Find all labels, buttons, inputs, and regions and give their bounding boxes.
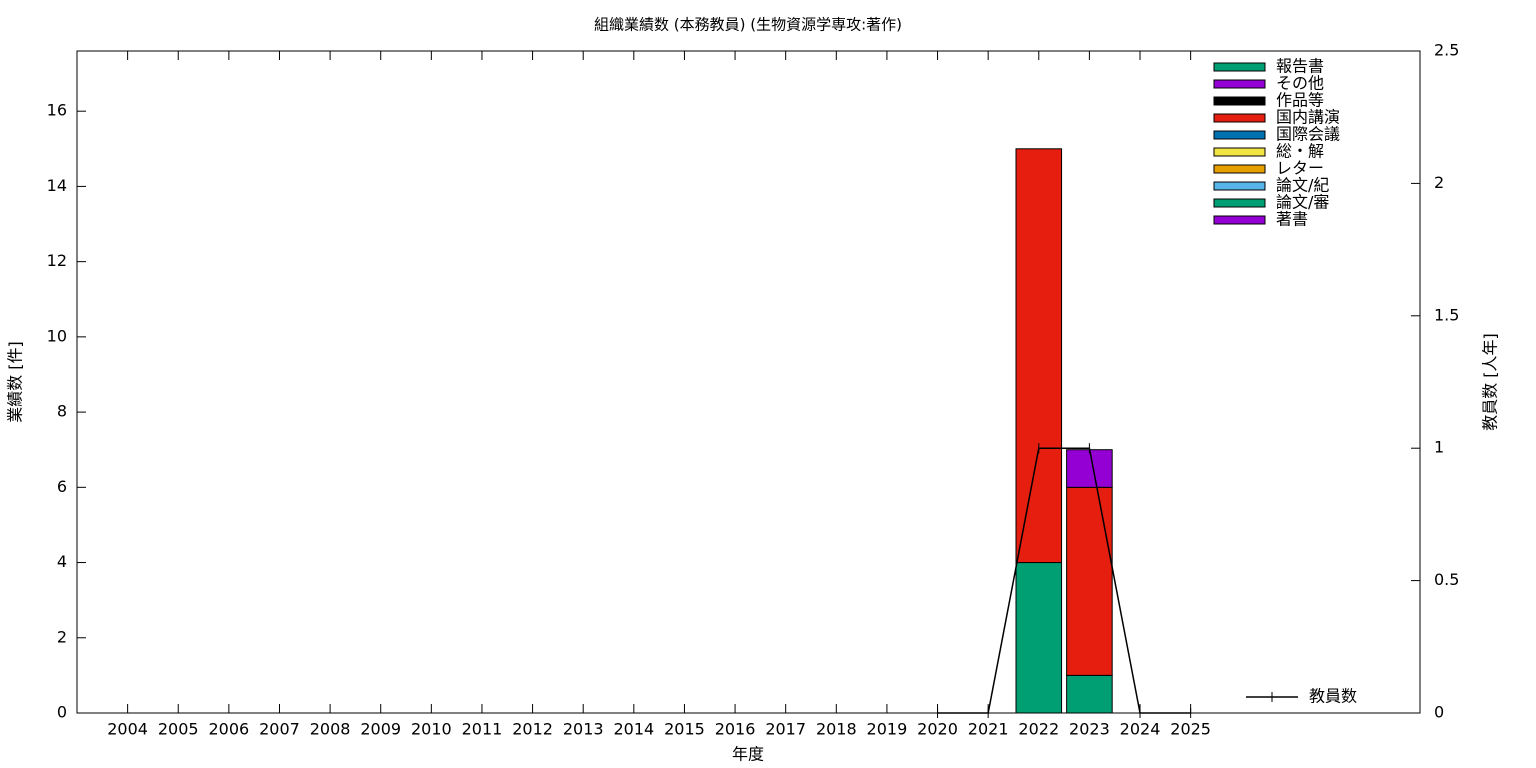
y-tick-label: 8 <box>57 402 67 421</box>
y2-tick-label: 1.5 <box>1434 305 1459 324</box>
bar-segment <box>1015 562 1063 714</box>
legend-label: 論文/紀 <box>1276 176 1329 195</box>
y2-tick-label: 2.5 <box>1434 41 1459 60</box>
x-tick-label: 2011 <box>462 720 503 739</box>
y-tick-label: 10 <box>47 326 67 345</box>
x-tick-label: 2010 <box>411 720 452 739</box>
legend-label: 著書 <box>1276 210 1308 229</box>
x-tick-label: 2017 <box>765 720 806 739</box>
legend-label: 国内講演 <box>1276 108 1340 127</box>
y-tick-label: 14 <box>47 176 67 195</box>
legend-swatch <box>1213 130 1266 140</box>
legend-swatch <box>1213 62 1266 72</box>
y-tick-label: 0 <box>57 703 67 722</box>
legend-label: 作品等 <box>1276 91 1324 110</box>
y2-axis-label: 教員数 [人年] <box>1481 333 1500 431</box>
legend-swatch <box>1213 198 1266 208</box>
y-tick-label: 4 <box>57 552 67 571</box>
x-tick-label: 2009 <box>360 720 401 739</box>
x-tick-label: 2018 <box>816 720 857 739</box>
legend-swatch <box>1213 164 1266 174</box>
y2-tick-label: 1 <box>1434 438 1444 457</box>
x-tick-label: 2007 <box>259 720 300 739</box>
legend-label: その他 <box>1276 74 1324 93</box>
x-tick-label: 2025 <box>1170 720 1211 739</box>
x-tick-label: 2005 <box>158 720 199 739</box>
x-tick-label: 2022 <box>1018 720 1059 739</box>
y2-tick-label: 2 <box>1434 173 1444 192</box>
y-tick-label: 16 <box>47 101 67 120</box>
y-tick-label: 6 <box>57 477 67 496</box>
bar-segment <box>1066 449 1113 488</box>
line-series <box>937 447 1191 714</box>
legend-swatch <box>1213 113 1266 123</box>
x-tick-label: 2008 <box>310 720 351 739</box>
x-tick-label: 2015 <box>664 720 705 739</box>
legend-label: 論文/審 <box>1276 193 1329 212</box>
chart-title: 組織業績数 (本務教員) (生物資源学専攻:著作) <box>594 16 902 34</box>
x-tick-label: 2021 <box>968 720 1009 739</box>
x-tick-label: 2006 <box>209 720 250 739</box>
x-tick-label: 2014 <box>613 720 654 739</box>
y-tick-label: 12 <box>47 251 67 270</box>
y-tick-label: 2 <box>57 627 67 646</box>
legend-swatch <box>1213 181 1266 191</box>
y-axis-label: 業績数 [件] <box>6 341 25 423</box>
legend-label: 国際会議 <box>1276 125 1340 144</box>
legend-label: レター <box>1276 159 1324 178</box>
x-tick-label: 2024 <box>1120 720 1161 739</box>
bar-segment <box>1015 148 1063 564</box>
bar-segment <box>1066 674 1113 714</box>
x-tick-label: 2013 <box>563 720 604 739</box>
legend-swatch <box>1213 96 1266 106</box>
x-tick-label: 2019 <box>867 720 908 739</box>
bar-segment <box>1066 486 1113 676</box>
legend-swatch <box>1213 79 1266 89</box>
x-axis-label: 年度 <box>732 745 764 764</box>
x-tick-label: 2012 <box>512 720 553 739</box>
legend-swatch <box>1213 147 1266 157</box>
legend-label: 総・解 <box>1276 142 1324 161</box>
x-tick-label: 2020 <box>917 720 958 739</box>
legend-label: 教員数 <box>1309 687 1357 706</box>
plot-frame <box>76 50 1421 714</box>
y2-tick-label: 0.5 <box>1434 570 1459 589</box>
x-tick-label: 2023 <box>1069 720 1110 739</box>
x-tick-label: 2016 <box>715 720 756 739</box>
y2-tick-label: 0 <box>1434 703 1444 722</box>
x-tick-label: 2004 <box>107 720 148 739</box>
legend-swatch <box>1213 215 1266 225</box>
legend-label: 報告書 <box>1276 57 1324 76</box>
